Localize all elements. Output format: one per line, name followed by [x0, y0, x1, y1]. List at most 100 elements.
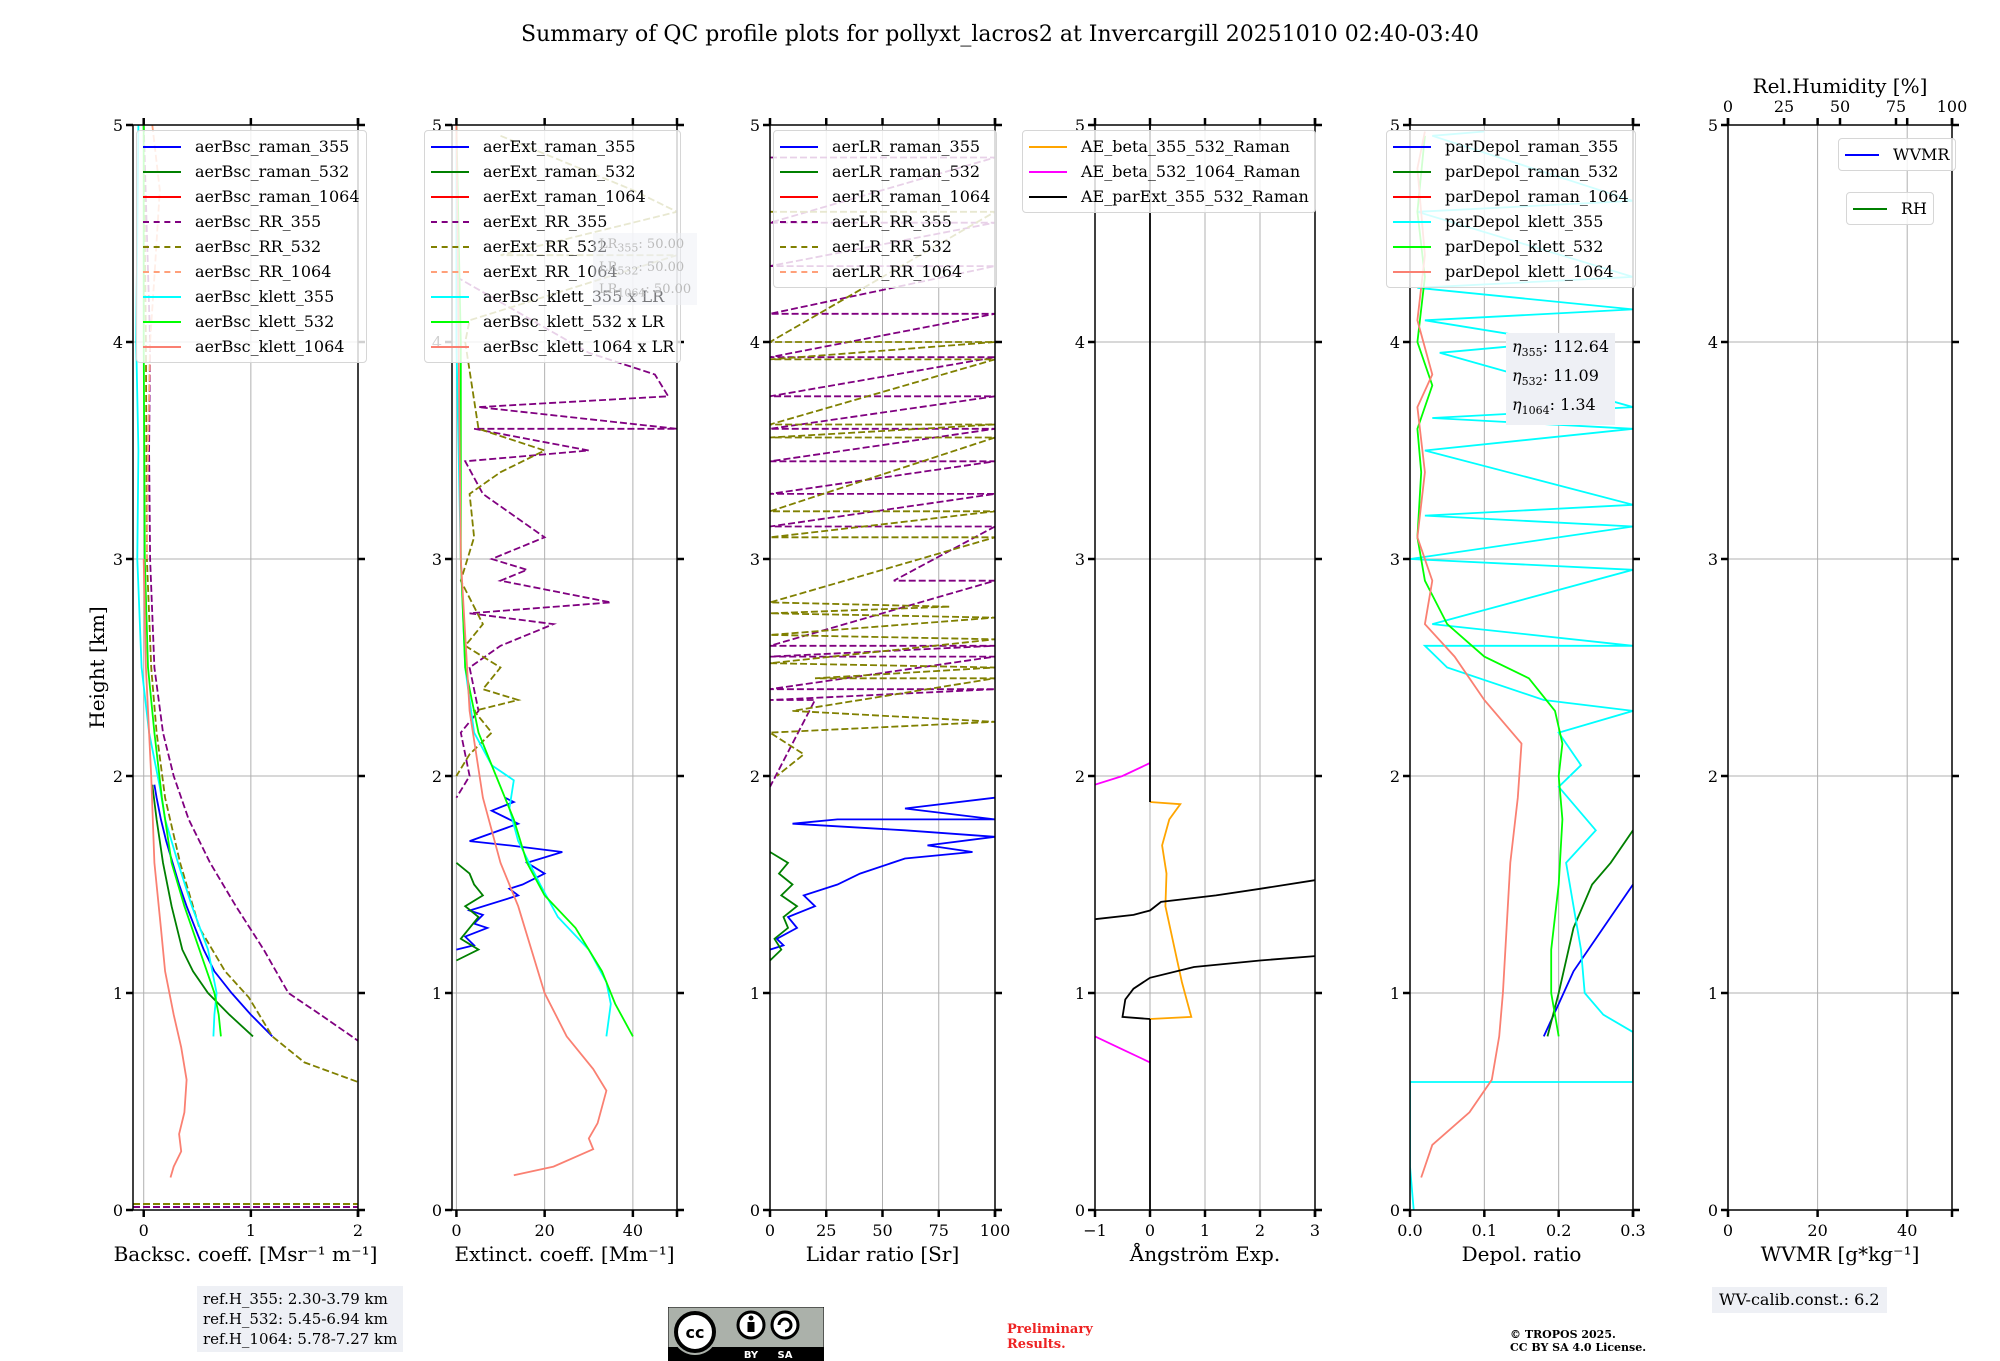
y-tick-label: 1: [1390, 984, 1400, 1003]
x-tick-label: 0.2: [1546, 1221, 1571, 1240]
y-tick-label: 1: [750, 984, 760, 1003]
legend-swatch: [780, 170, 818, 173]
x-tick-label: 20: [534, 1221, 554, 1240]
x-tick-label: 2: [353, 1221, 363, 1240]
panel-backscatter: 0 1 2 0 1 2 3 4 5 Backsc. coeff. [Msr⁻¹ m⁻¹] Heigh…: [85, 116, 377, 1266]
legend-entry: parDepol_klett_532: [1393, 234, 1629, 259]
y-tick-label: 1: [1708, 984, 1718, 1003]
annotation-line: η532: 11.09: [1512, 366, 1599, 389]
legend-swatch: [431, 170, 469, 173]
legend-label: aerBsc_RR_355: [195, 212, 322, 231]
legend-entry: aerExt_RR_1064: [431, 259, 674, 284]
y-tick-label: 0: [432, 1201, 442, 1220]
y-tick-label: 5: [1390, 116, 1400, 135]
axes-frame: [132, 124, 359, 1211]
wv-calibration-box: WV-calib.const.: 6.2: [1712, 1287, 1887, 1313]
series-line-parDepol_raman_355: [1542, 883, 1633, 1037]
copyright-note: © TROPOS 2025. CC BY SA 4.0 License.: [1510, 1328, 1646, 1354]
legend-label: WVMR: [1893, 145, 1950, 164]
legend-swatch: [143, 170, 181, 173]
legend-label: aerLR_raman_355: [832, 137, 981, 156]
series-line-aerExt_raman_532: [455, 862, 485, 962]
legend-swatch: [1393, 245, 1431, 248]
legend-swatch: [431, 195, 469, 198]
legend-swatch: [431, 320, 469, 323]
legend-label: parDepol_raman_1064: [1445, 187, 1629, 206]
legend-label: aerBsc_raman_532: [195, 162, 350, 181]
legend-swatch: [1393, 145, 1431, 148]
y-tick-label: 2: [1390, 767, 1400, 786]
legend-swatch: [1845, 153, 1879, 156]
legend-swatch: [1393, 195, 1431, 198]
axes-frame: [1409, 124, 1634, 1211]
series-line-aerLR_raman_355: [770, 796, 995, 951]
y-tick-label: 2: [113, 767, 123, 786]
legend-label: parDepol_klett_1064: [1445, 262, 1614, 281]
legend-rh: RH: [1846, 192, 1934, 225]
panel-water_vapor: 0 20 40 0 1 2 3 4 5 WVMR [g*kg⁻¹] 0 25 50 75 100 Rel.Hu…: [1708, 74, 1967, 1266]
legend-swatch: [143, 345, 181, 348]
legend-swatch: [1393, 170, 1431, 173]
copyright-line-1: © TROPOS 2025.: [1510, 1328, 1616, 1341]
cc-by-sa-logo: cc BY SA: [668, 1307, 824, 1361]
legend-swatch: [431, 345, 469, 348]
y-tick-label: 1: [432, 984, 442, 1003]
x-tick-label: 40: [623, 1221, 643, 1240]
x2-tick-label: 25: [1774, 97, 1794, 116]
y-tick-label: 4: [1708, 333, 1718, 352]
y-axis-label: Height [km]: [85, 606, 109, 728]
x-axis-label: Ångström Exp.: [1129, 1241, 1280, 1266]
legend-swatch: [1029, 145, 1067, 148]
x-tick-label: 0.0: [1397, 1221, 1422, 1240]
series-line-aerExt_raman_355: [456, 796, 563, 951]
copyright-line-2: CC BY SA 4.0 License.: [1510, 1341, 1647, 1354]
legend-label: parDepol_klett_355: [1445, 212, 1604, 231]
legend-entry: aerExt_RR_532: [431, 234, 674, 259]
y-tick-label: 2: [1708, 767, 1718, 786]
annotation-depol: η355: 112.64 η532: 11.09 η1064: 1.34: [1506, 333, 1616, 425]
x-tick-label: 100: [980, 1221, 1011, 1240]
legend-entry: WVMR: [1845, 142, 1949, 167]
y-tick-label: 3: [1708, 550, 1718, 569]
legend-entry: aerExt_raman_1064: [431, 184, 674, 209]
y-tick-label: 2: [432, 767, 442, 786]
legend-entry: RH: [1853, 196, 1927, 221]
series-line-AE_parExt_355_532_Raman: [1121, 955, 1315, 1020]
y-tick-label: 3: [1390, 550, 1400, 569]
legend-swatch: [780, 270, 818, 273]
legend-label: aerBsc_RR_532: [195, 237, 322, 256]
legend-swatch: [143, 220, 181, 223]
legend-wvmr: WVMR: [1838, 138, 1957, 171]
legend-label: aerLR_raman_1064: [832, 187, 991, 206]
legend-swatch: [1029, 195, 1067, 198]
y-tick-label: 4: [750, 333, 760, 352]
axes-frame: [1727, 124, 1953, 1211]
legend-label: parDepol_klett_532: [1445, 237, 1604, 256]
x-tick-label: 1: [246, 1221, 256, 1240]
panel-depol: 0.0 0.1 0.2 0.3 0 1 2 3 4 5 Depol. ratio: [1390, 116, 1646, 1266]
legend-entry: aerLR_RR_532: [780, 234, 990, 259]
legend-entry: parDepol_klett_1064: [1393, 259, 1629, 284]
legend-entry: parDepol_raman_532: [1393, 159, 1629, 184]
legend-label: aerBsc_klett_1064: [195, 337, 345, 356]
series-line-aerBsc_klett_532: [142, 125, 222, 1037]
legend-swatch: [1393, 270, 1431, 273]
x2-axis-label: Rel.Humidity [%]: [1753, 74, 1928, 98]
y-tick-label: 3: [1075, 550, 1085, 569]
legend-entry: aerExt_raman_355: [431, 134, 674, 159]
annotation-line: η1064: 1.34: [1512, 395, 1596, 418]
ref-height-532: ref.H_532: 5.45-6.94 km: [203, 1310, 388, 1328]
legend-label: aerExt_raman_1064: [483, 187, 646, 206]
y-tick-label: 2: [1075, 767, 1085, 786]
legend-entry: aerBsc_klett_1064: [143, 334, 360, 359]
annotation-extinction: LR355: 50.00 LR532: 50.00 LR1064: 50.00: [593, 233, 698, 305]
x-tick-label: 0.1: [1472, 1221, 1497, 1240]
share-alike-icon: [770, 1310, 800, 1340]
series-line-parDepol_raman_532: [1546, 829, 1633, 1037]
y-tick-label: 3: [113, 550, 123, 569]
series-line-AE_parExt_355_532_Raman: [1095, 879, 1315, 921]
preliminary-results-note: Preliminary Results.: [1007, 1322, 1093, 1352]
legend-depol: parDepol_raman_355 parDepol_raman_532 parD…: [1386, 130, 1636, 288]
y-tick-label: 3: [750, 550, 760, 569]
legend-entry: aerLR_RR_355: [780, 209, 990, 234]
